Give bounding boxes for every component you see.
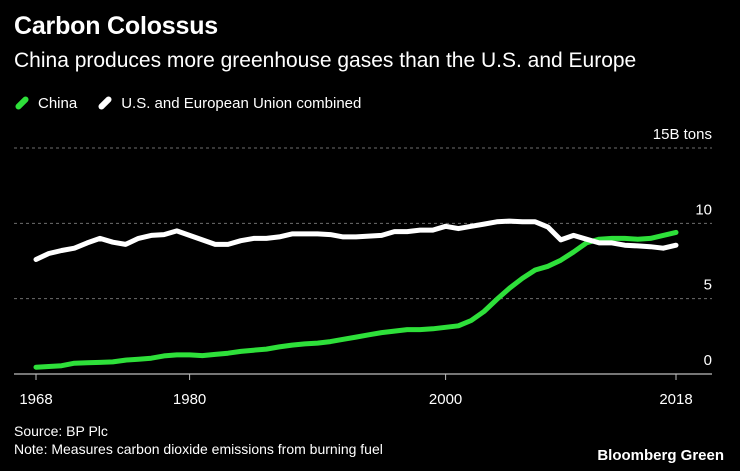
axis-layer: 0 5 10 15B tons 1968 1980 2000 2018 [19, 126, 712, 408]
x-tick-label-2000: 2000 [429, 391, 462, 408]
brand-logo: Bloomberg Green [597, 447, 724, 464]
grid-layer [14, 147, 712, 375]
y-tick-label-0: 0 [704, 352, 712, 369]
series-line-china [33, 229, 679, 370]
y-tick-label-10: 10 [695, 201, 712, 218]
legend-item-us-eu: U.S. and European Union combined [97, 95, 361, 112]
chart-subtitle: China produces more greenhouse gases tha… [14, 49, 637, 72]
legend: China U.S. and European Union combined [14, 92, 381, 114]
x-tick-label-2018: 2018 [659, 391, 692, 408]
series-layer [33, 218, 679, 370]
source-note: Source: BP Plc [14, 423, 108, 439]
series-line-us-eu [33, 218, 679, 262]
legend-label-china: China [38, 94, 78, 112]
y-tick-label-5: 5 [704, 277, 712, 294]
chart-title: Carbon Colossus [14, 12, 218, 40]
y-tick-label-15: 15B tons [653, 126, 712, 143]
legend-label-us-eu: U.S. and European Union combined [121, 94, 362, 112]
footnote: Note: Measures carbon dioxide emissions … [14, 441, 383, 457]
x-tick-label-1980: 1980 [173, 391, 206, 408]
x-tick-label-1968: 1968 [19, 391, 52, 408]
legend-item-china: China [14, 95, 77, 112]
